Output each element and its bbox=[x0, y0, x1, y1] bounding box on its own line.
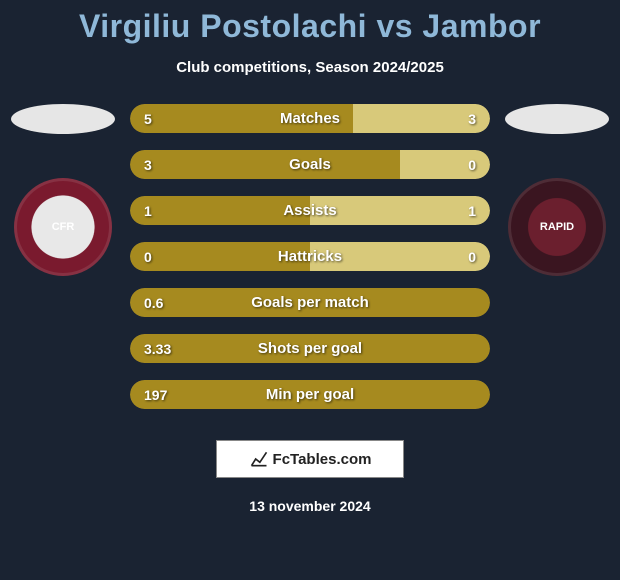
club-badge-right: RAPID bbox=[508, 178, 606, 276]
player-right-avatar bbox=[505, 104, 609, 134]
stat-row: 30Goals bbox=[130, 150, 490, 179]
stat-row: 11Assists bbox=[130, 196, 490, 225]
chart-icon bbox=[249, 449, 269, 469]
subtitle: Club competitions, Season 2024/2025 bbox=[0, 59, 620, 76]
comparison-panel: CFR RAPID 53Matches 30Goals 11Assists 00Hat… bbox=[0, 104, 620, 424]
stat-bar-right bbox=[310, 196, 490, 225]
stat-row: 3.33Shots per goal bbox=[130, 334, 490, 363]
stat-bar-right bbox=[310, 242, 490, 271]
player-left-column: CFR bbox=[8, 104, 118, 276]
stat-bar-right bbox=[400, 150, 490, 179]
stat-row: 00Hattricks bbox=[130, 242, 490, 271]
player-left-avatar bbox=[11, 104, 115, 134]
stat-bar-left bbox=[130, 334, 490, 363]
player-right-column: RAPID bbox=[502, 104, 612, 276]
stat-bar-left bbox=[130, 380, 490, 409]
page-title: Virgiliu Postolachi vs Jambor bbox=[0, 0, 620, 45]
club-badge-right-label: RAPID bbox=[540, 221, 574, 233]
stat-row: 197Min per goal bbox=[130, 380, 490, 409]
stat-row: 0.6Goals per match bbox=[130, 288, 490, 317]
stat-bar-left bbox=[130, 288, 490, 317]
stat-bar-right bbox=[353, 104, 490, 133]
stats-list: 53Matches 30Goals 11Assists 00Hattricks 0.6G… bbox=[130, 104, 490, 409]
footer-brand[interactable]: FcTables.com bbox=[216, 440, 404, 478]
footer-date: 13 november 2024 bbox=[0, 498, 620, 514]
club-badge-left-label: CFR bbox=[52, 221, 75, 233]
stat-bar-left bbox=[130, 150, 400, 179]
club-badge-left: CFR bbox=[14, 178, 112, 276]
footer-brand-text: FcTables.com bbox=[273, 451, 372, 468]
stat-bar-left bbox=[130, 196, 310, 225]
stat-bar-left bbox=[130, 242, 310, 271]
stat-row: 53Matches bbox=[130, 104, 490, 133]
stat-bar-left bbox=[130, 104, 353, 133]
